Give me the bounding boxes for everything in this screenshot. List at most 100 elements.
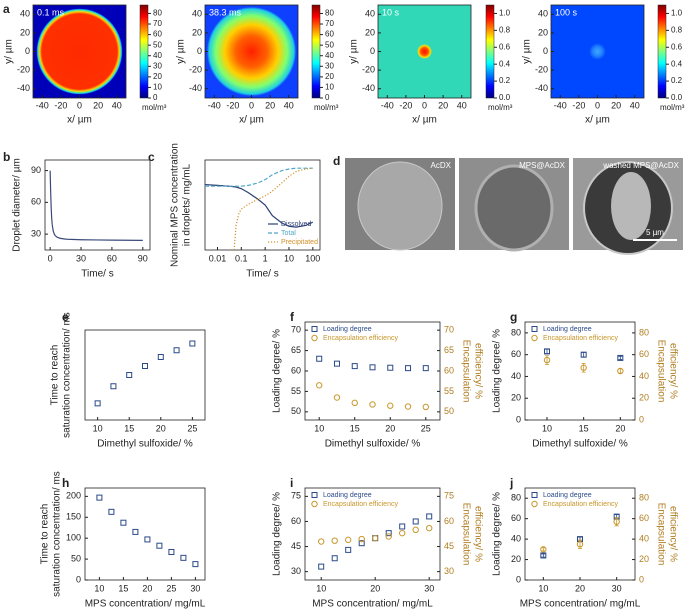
x-tick-label: 20 [142, 583, 152, 593]
legend-swatch [311, 492, 318, 498]
x-tick-label: 25 [421, 423, 431, 433]
y2-tick-label: 55 [444, 386, 454, 396]
data-point [617, 367, 624, 375]
y2-tick-label: 80 [639, 493, 649, 503]
x-tick-label: 30 [76, 253, 86, 263]
x-tick-label: 20 [265, 100, 275, 110]
data-point [316, 355, 323, 362]
y-axis-label: y/ µm [522, 39, 533, 64]
colorbar-tick-label: 20 [153, 72, 162, 81]
x-tick-label: 20 [611, 100, 621, 110]
colorbar-tick-label: 40 [153, 51, 162, 60]
series-line [233, 167, 313, 251]
data-point [426, 513, 433, 520]
data-point [580, 364, 587, 371]
y2-tick-label: 60 [639, 349, 649, 359]
y2-axis-label: Encapsulation [655, 503, 666, 566]
x-tick-label: 20 [615, 423, 625, 433]
data-point [617, 354, 624, 361]
colorbar-tick-label: 0.4 [671, 59, 683, 68]
data-point [544, 348, 550, 355]
y2-tick-label: 80 [639, 327, 649, 337]
heatmap-field [206, 6, 297, 97]
error-bar [618, 355, 623, 360]
data-point [540, 552, 547, 559]
y-tick-label: 60 [511, 513, 521, 523]
colorbar-tick-label: 70 [153, 19, 162, 28]
x-tick-label: -20 [572, 100, 585, 110]
colorbar-tick-label: 70 [325, 19, 334, 28]
colorbar [139, 4, 149, 99]
y-axis-label: Loading degree/ % [492, 329, 503, 413]
x-axis-label: Time/ s [246, 269, 278, 280]
data-point [358, 535, 365, 543]
x-tick-label: -40 [36, 100, 49, 110]
x-tick-label: 1 [263, 253, 268, 263]
x-tick-label: 40 [112, 100, 122, 110]
data-point [412, 526, 419, 534]
colorbar-label: mol/m³ [314, 103, 339, 112]
x-tick-label: 40 [284, 100, 294, 110]
data-point [156, 542, 163, 549]
data-point [422, 403, 429, 411]
y-axis-label: Nominal MPS concentration [170, 143, 181, 267]
heatmap-field [589, 43, 606, 60]
legend-label: Loading degree [543, 326, 592, 333]
colorbar [657, 4, 667, 99]
y-tick-label: 150 [66, 512, 81, 522]
y-axis-label: y/ µm [4, 39, 15, 64]
legend-label: Encapsulation efficiency [543, 335, 618, 342]
x-tick-label: -40 [381, 100, 394, 110]
y-tick-label: 200 [66, 491, 81, 501]
legend-label: Encapsulation efficiency [323, 501, 398, 508]
data-point [132, 528, 139, 535]
x-tick-label: 10 [284, 253, 294, 263]
colorbar-tick-label: 20 [325, 72, 334, 81]
colorbar-tick-label: 0 [325, 93, 330, 102]
error-bar [618, 368, 623, 374]
x-tick-label: 15 [579, 423, 589, 433]
x-tick-label: 15 [124, 423, 134, 433]
y-tick-label: 0 [516, 574, 521, 584]
y-tick-label: 75 [291, 491, 301, 501]
time-label: 100 s [555, 7, 578, 17]
y-axis-label: y/ µm [349, 39, 360, 64]
data-point [331, 537, 338, 544]
x-tick-label: 0.1 [235, 253, 248, 263]
error-bar [541, 547, 546, 552]
y-tick-label: 20 [511, 393, 521, 403]
y-tick-label: -40 [189, 83, 202, 93]
x-tick-label: -20 [226, 100, 239, 110]
y-tick-label: 20 [538, 27, 548, 37]
data-point [120, 519, 127, 526]
y-axis-label: saturation concentration/ ms [52, 471, 63, 597]
y-tick-label: 80 [511, 327, 521, 337]
legend-swatch [311, 326, 318, 332]
data-point [369, 364, 376, 371]
y-tick-label: -20 [362, 64, 375, 74]
legend-label: Dissolved [281, 221, 311, 228]
x-axis-label: Dimethyl sulfoxide/ % [325, 439, 421, 450]
data-point [173, 347, 180, 354]
x-tick-label: 20 [575, 583, 585, 593]
y-tick-label: 20 [511, 554, 521, 564]
y-tick-label: 90 [31, 165, 41, 175]
y2-tick-label: 60 [444, 516, 454, 526]
panel-label: i [290, 476, 293, 490]
legend-swatch [531, 334, 538, 342]
data-point [126, 372, 133, 378]
data-point [372, 534, 379, 542]
colorbar-tick-label: 40 [325, 51, 334, 60]
data-point [142, 363, 148, 369]
y-tick-label: 55 [291, 386, 301, 396]
x-axis-label: x/ µm [585, 115, 610, 126]
y-tick-label: 40 [20, 9, 30, 19]
legend-swatch [311, 500, 318, 508]
y-axis-label: Loading degree/ % [492, 492, 503, 576]
y-tick-label: 40 [538, 9, 548, 19]
y-tick-label: 20 [192, 27, 202, 37]
panel-label: a [3, 2, 10, 16]
data-point [543, 356, 551, 364]
data-point [613, 518, 620, 525]
data-point [351, 399, 358, 407]
